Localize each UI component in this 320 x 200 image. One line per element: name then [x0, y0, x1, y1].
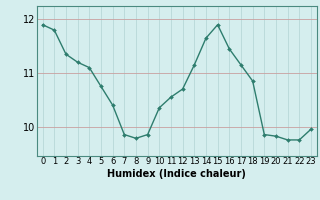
X-axis label: Humidex (Indice chaleur): Humidex (Indice chaleur) [108, 169, 246, 179]
